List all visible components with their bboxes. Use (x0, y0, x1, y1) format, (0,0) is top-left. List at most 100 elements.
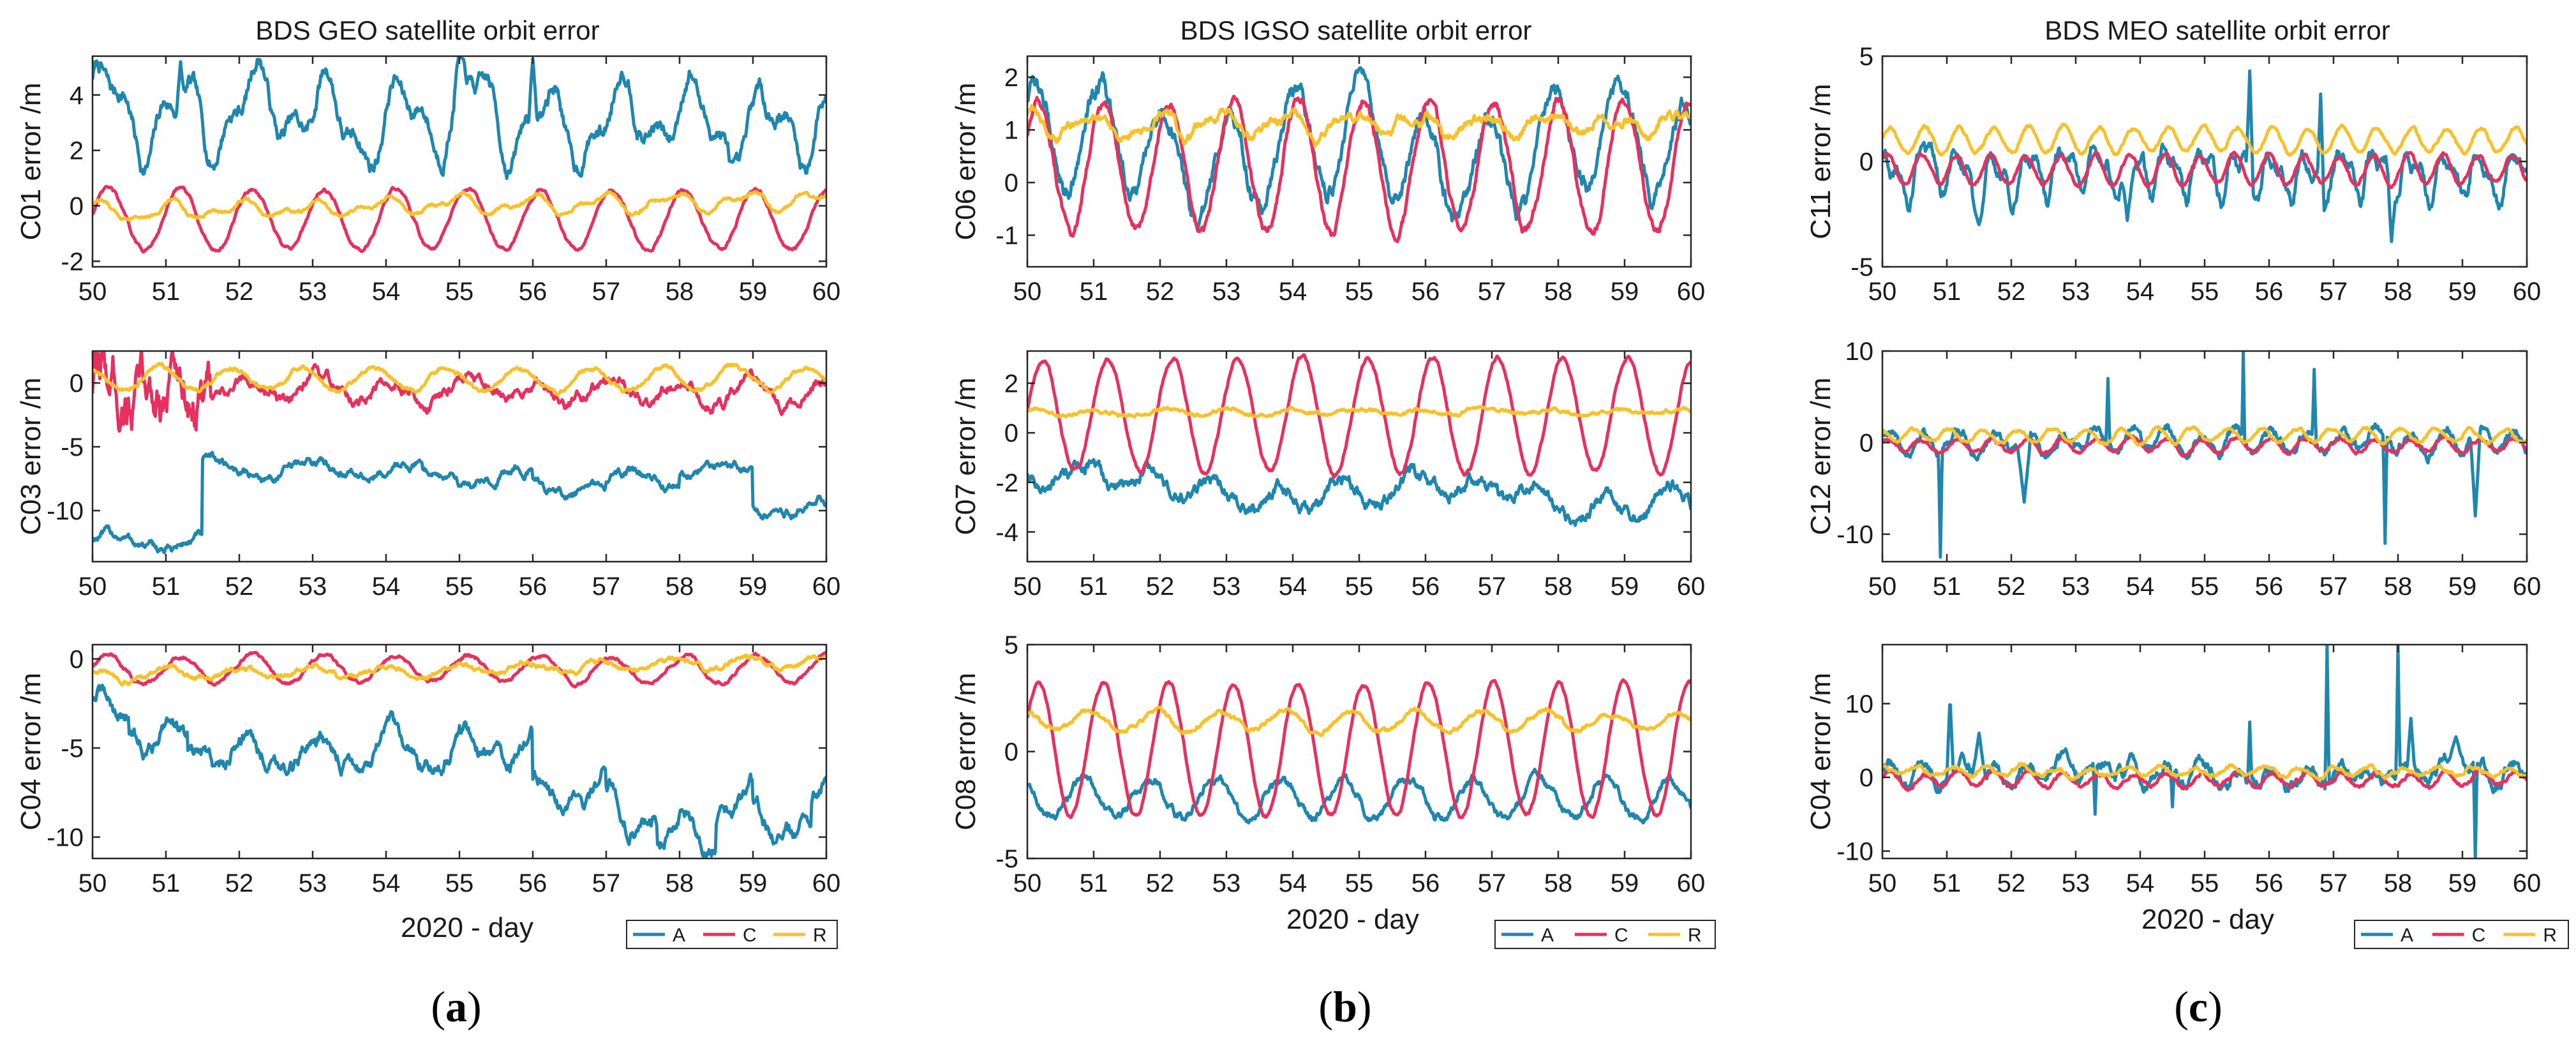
legend-label-C: C (2472, 925, 2486, 946)
y-tick-label: 5 (1004, 631, 1018, 659)
y-tick-label: -5 (995, 845, 1018, 873)
y-tick-label: -10 (47, 824, 84, 852)
series-lines (93, 650, 826, 858)
x-tick-label: 53 (299, 869, 327, 897)
axes-box (1026, 55, 1692, 268)
x-tick-label: 59 (1611, 869, 1639, 897)
x-tick-label: 55 (1345, 869, 1374, 897)
y-axis-label: C08 error /m (950, 673, 981, 830)
subplot-c12-p2: 50 51 52 53 54 55 56 57 58 59 60 -10 0 10 C12 error /m (1805, 338, 2541, 601)
x-tick-label: 58 (1544, 869, 1573, 897)
x-tick-label: 54 (2126, 278, 2155, 306)
x-tick-label: 53 (299, 278, 327, 306)
axes-box (1026, 643, 1692, 860)
x-tick-label: 55 (445, 573, 474, 601)
x-tick-label: 52 (225, 278, 254, 306)
x-tick-label: 55 (2191, 278, 2219, 306)
y-tick-label: 2 (70, 137, 84, 165)
x-tick-label: 55 (445, 869, 474, 897)
series-line-R (1882, 761, 2527, 782)
x-tick-label: 56 (2255, 278, 2284, 306)
x-tick-label: 51 (1080, 869, 1108, 897)
x-tick-label: 53 (2062, 573, 2090, 601)
series-line-A (1882, 351, 2527, 559)
legend-label-A: A (1541, 925, 1554, 946)
series-line-R (93, 190, 826, 222)
x-tick-label: 55 (2191, 573, 2219, 601)
series-line-A (1027, 66, 1691, 233)
x-tick-label: 50 (78, 278, 107, 306)
y-axis-label: C12 error /m (1805, 378, 1836, 535)
x-tick-label: 54 (372, 278, 401, 306)
x-tick-label: 51 (1080, 278, 1108, 306)
x-tick-label: 52 (1997, 573, 2026, 601)
x-tick-label: 51 (152, 869, 181, 897)
x-tick-label: 58 (2384, 869, 2413, 897)
y-tick-label: 0 (1859, 148, 1873, 176)
panel-letters: (a) (b) (c) (431, 982, 2222, 1031)
series-line-C (93, 351, 826, 433)
subplot-c04-p2: 50 51 52 53 54 55 56 57 58 59 60 -10 0 10 C04 error /m (1805, 643, 2541, 897)
subplot-c08-p1: 50 51 52 53 54 55 56 57 58 59 60 -5 0 5 C08 error /m (950, 631, 1705, 897)
y-tick-label: 10 (1845, 338, 1874, 366)
series-lines (1882, 645, 2527, 858)
legend-label-A: A (2401, 925, 2413, 946)
axes-box (1881, 643, 2528, 860)
x-tick-label: 51 (1080, 573, 1108, 601)
y-axis-label: C11 error /m (1805, 84, 1836, 239)
y-tick-label: 0 (1004, 169, 1018, 197)
subplot-c06-p1: 50 51 52 53 54 55 56 57 58 59 60 -1 0 1 2 C06 error /m (950, 55, 1705, 306)
series-lines (1027, 678, 1691, 825)
y-tick-label: 0 (70, 370, 84, 398)
x-tick-label: 56 (1411, 573, 1440, 601)
series-lines (1027, 353, 1691, 527)
x-tick-label: 59 (1611, 573, 1639, 601)
y-tick-label: -10 (1836, 521, 1873, 549)
x-tick-label: 50 (1013, 278, 1042, 306)
x-tick-label: 50 (1013, 869, 1042, 897)
y-axis-label: C03 error /m (15, 378, 47, 535)
x-tick-label: 52 (1997, 869, 2026, 897)
x-tick-label: 60 (2513, 278, 2542, 306)
series-line-C (1882, 151, 2527, 190)
x-tick-label: 59 (739, 573, 768, 601)
y-tick-label: 0 (1859, 429, 1873, 457)
x-tick-label: 56 (1411, 869, 1440, 897)
panel-titles: BDS GEO satellite orbit error BDS IGSO s… (255, 15, 2390, 45)
y-axis-label: C04 error /m (15, 673, 47, 830)
x-tick-label: 56 (2255, 573, 2284, 601)
x-tick-label: 51 (152, 573, 181, 601)
x-tick-label: 50 (78, 573, 107, 601)
x-tick-label: 50 (78, 869, 107, 897)
x-tick-label: 53 (1212, 869, 1241, 897)
series-line-C (1882, 434, 2527, 458)
y-axis-label: C06 error /m (950, 83, 981, 241)
y-tick-label: -5 (1850, 253, 1873, 281)
y-tick-label: 2 (1004, 64, 1018, 92)
panel-c-letter: (c) (2174, 982, 2222, 1031)
series-line-C (93, 650, 826, 689)
x-tick-label: 58 (666, 869, 694, 897)
y-axis-label: C04 error /m (1805, 673, 1836, 830)
y-tick-label: 0 (1004, 738, 1018, 767)
x-tick-label: 54 (2126, 573, 2155, 601)
legend-label-C: C (743, 925, 757, 946)
x-tick-label: 59 (739, 869, 768, 897)
x-tick-label: 57 (1478, 869, 1507, 897)
y-tick-label: -2 (995, 469, 1018, 497)
x-tick-label: 50 (1013, 573, 1042, 601)
series-line-C (1027, 678, 1691, 820)
x-tick-label: 58 (2384, 573, 2413, 601)
y-tick-label: -10 (1836, 837, 1873, 865)
x-tick-label: 55 (1345, 278, 1374, 306)
x-tick-label: 56 (519, 869, 547, 897)
x-tick-label: 52 (225, 573, 254, 601)
panel-c-xlabel: 2020 - day (2141, 904, 2274, 935)
subplot-c04-p0: 50 51 52 53 54 55 56 57 58 59 60 -10 -5 0 C04 error /m (15, 643, 840, 897)
x-tick-label: 54 (1279, 869, 1307, 897)
